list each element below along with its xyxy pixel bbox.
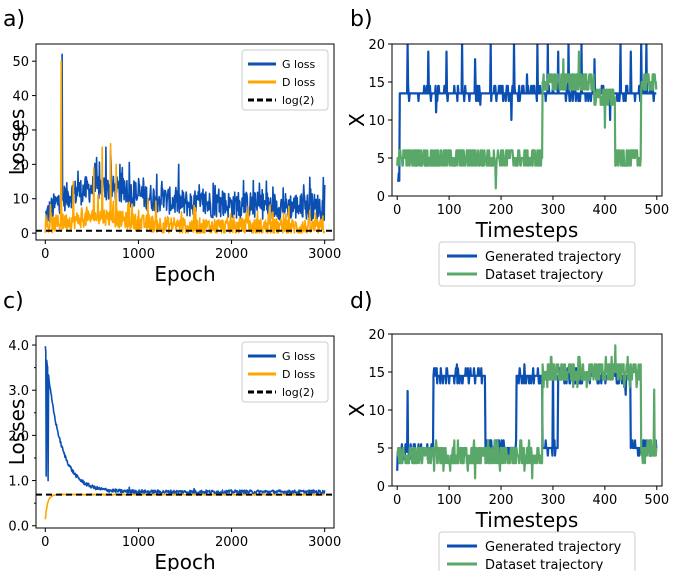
x-tick-label: 500 (644, 203, 669, 218)
x-axis-label: Epoch (154, 262, 215, 286)
legend-label: Dataset trajectory (485, 558, 604, 571)
x-tick-label: 100 (437, 203, 462, 218)
plot-area (396, 44, 658, 190)
x-tick-label: 0 (41, 535, 49, 550)
series-line-0 (45, 53, 326, 226)
y-tick-label: 4.0 (8, 339, 29, 354)
legend-label: D loss (282, 76, 315, 89)
plot-area (36, 53, 334, 234)
panel-label: d) (350, 289, 373, 314)
x-axis-label: Epoch (154, 550, 215, 571)
y-tick-label: 1.0 (8, 475, 29, 490)
x-tick-label: 3000 (308, 535, 341, 550)
plot-area (396, 344, 658, 480)
x-tick-label: 100 (437, 493, 462, 508)
legend-label: G loss (282, 350, 316, 363)
x-tick-label: 300 (541, 493, 566, 508)
x-tick-label: 0 (41, 247, 49, 262)
series-line-0 (44, 346, 326, 495)
x-tick-label: 400 (592, 203, 617, 218)
legend-label: Dataset trajectory (485, 268, 604, 283)
y-axis-label: Losses (5, 399, 29, 466)
series-line-1 (44, 60, 326, 234)
legend-label: log(2) (282, 94, 314, 107)
x-tick-label: 1000 (122, 535, 155, 550)
chart-b: b) 0 100 200 300 400 500 0 5 10 15 20 Timesteps X Gene… (345, 7, 669, 287)
y-tick-label: 30 (12, 124, 29, 139)
x-tick-label: 0 (393, 493, 401, 508)
x-tick-label: 400 (592, 493, 617, 508)
y-tick-label: 3.0 (8, 384, 29, 399)
x-tick-label: 3000 (308, 247, 341, 262)
y-tick-label: 5 (377, 442, 385, 457)
x-tick-label: 200 (489, 203, 514, 218)
legend-label: Generated trajectory (485, 250, 622, 265)
series-line-1 (396, 344, 658, 480)
axes-frame (35, 43, 335, 241)
x-tick-label: 300 (541, 203, 566, 218)
chart-c: c) 0 1000 2000 3000 0.0 1.0 2.0 3.0 4.0 Epoch Losse… (3, 289, 341, 571)
y-tick-label: 0 (21, 227, 29, 242)
x-tick-label: 0 (393, 203, 401, 218)
y-tick-label: 20 (368, 38, 385, 53)
y-tick-label: 15 (368, 366, 385, 381)
y-tick-label: 10 (368, 114, 385, 129)
y-tick-label: 0 (377, 190, 385, 205)
series-line-1 (44, 493, 325, 520)
legend-label: D loss (282, 368, 315, 381)
x-axis-label: Timesteps (475, 508, 579, 532)
axes-frame (35, 335, 335, 529)
y-tick-label: 40 (12, 90, 29, 105)
x-tick-label: 2000 (215, 535, 248, 550)
y-tick-label: 20 (12, 158, 29, 173)
chart-a: a) 0 1000 2000 3000 0 10 20 30 40 50 Epoch Losses G l… (3, 7, 341, 286)
panel-label: c) (3, 289, 24, 314)
y-tick-label: 0 (377, 480, 385, 495)
legend-box (438, 531, 636, 571)
plot-area (36, 346, 334, 520)
legend-box (438, 241, 636, 287)
y-tick-label: 10 (368, 404, 385, 419)
y-axis-label: X (345, 403, 369, 417)
x-tick-label: 1000 (122, 247, 155, 262)
legend-label: G loss (282, 58, 316, 71)
legend-label: Generated trajectory (485, 540, 622, 555)
legend-label: log(2) (282, 386, 314, 399)
y-tick-label: 5 (377, 152, 385, 167)
y-tick-label: 15 (368, 76, 385, 91)
y-tick-label: 0.0 (8, 520, 29, 535)
x-tick-label: 500 (644, 493, 669, 508)
y-axis-label: X (345, 113, 369, 127)
y-tick-label: 2.0 (8, 429, 29, 444)
y-tick-label: 20 (368, 328, 385, 343)
x-tick-label: 2000 (215, 247, 248, 262)
x-tick-label: 200 (489, 493, 514, 508)
chart-d: d) 0 100 200 300 400 500 0 5 10 15 20 Timesteps X Gene… (345, 289, 669, 571)
y-tick-label: 10 (12, 193, 29, 208)
y-tick-label: 50 (12, 55, 29, 70)
panel-label: b) (350, 7, 373, 32)
series-line-1 (396, 50, 658, 190)
x-axis-label: Timesteps (475, 218, 579, 242)
y-axis-label: Losses (5, 109, 29, 176)
panel-label: a) (3, 7, 25, 32)
